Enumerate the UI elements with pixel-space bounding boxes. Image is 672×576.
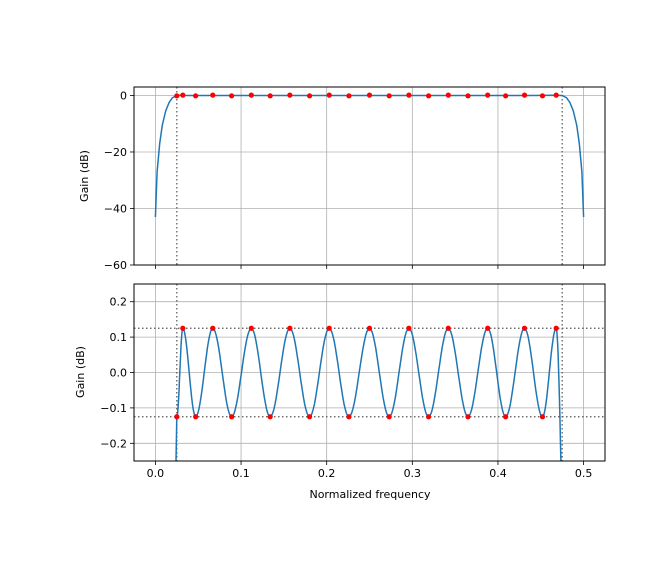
extremum-point [326, 92, 332, 98]
bottom-extrema-points [174, 325, 559, 420]
extremum-point [553, 325, 559, 331]
extremum-point [180, 325, 186, 331]
extremum-point [366, 92, 373, 98]
extremum-point [366, 325, 373, 331]
extremum-point [553, 92, 559, 98]
extremum-point [539, 414, 546, 420]
extremum-point [406, 92, 412, 98]
extremum-point [465, 93, 471, 99]
y-tick-label: −40 [104, 202, 127, 215]
y-tick-label: 0 [120, 89, 127, 102]
extremum-point [346, 93, 352, 99]
extremum-point [386, 414, 392, 420]
x-tick-label: 0.3 [404, 467, 422, 480]
extremum-point [267, 93, 273, 99]
extremum-point [465, 414, 471, 420]
extremum-point [425, 414, 432, 420]
extremum-point [180, 92, 186, 98]
extremum-point [503, 93, 509, 99]
extremum-point [485, 325, 491, 331]
x-tick-label: 0.2 [318, 467, 336, 480]
extremum-point [521, 92, 528, 98]
extremum-point [445, 325, 451, 331]
extremum-point [287, 325, 293, 331]
top-series-group [154, 94, 585, 218]
extremum-point [210, 92, 216, 98]
extremum-point [445, 92, 451, 98]
x-tick-label: 0.5 [575, 467, 593, 480]
y-tick-label: 0.0 [110, 367, 128, 380]
extremum-point [229, 414, 235, 420]
extremum-point [248, 92, 254, 98]
extremum-point [503, 414, 509, 420]
top-panel: −60 −40 −20 0 Gain (dB) [78, 86, 606, 272]
y-tick-label: −0.1 [100, 402, 127, 415]
bottom-y-axis-label: Gain (dB) [74, 346, 87, 398]
bottom-ticks: 0.0 0.1 0.2 0.3 0.4 0.5 −0.2 −0.1 0.0 0.1 0.2 [100, 296, 592, 480]
extremum-point [386, 93, 392, 99]
bottom-x-axis-label: Normalized frequency [309, 488, 431, 501]
bottom-panel: 0.0 0.1 0.2 0.3 0.4 0.5 −0.2 −0.1 0.0 0.1 0.2 Gain… [74, 283, 606, 501]
extremum-point [425, 93, 432, 99]
extremum-point [346, 414, 352, 420]
x-tick-label: 0.1 [232, 467, 250, 480]
bottom-gridlines [134, 284, 605, 461]
extremum-point [306, 93, 313, 99]
extremum-point [174, 414, 180, 420]
extremum-point [174, 93, 180, 99]
y-tick-label: −0.2 [100, 437, 127, 450]
y-tick-label: −60 [104, 259, 127, 272]
extremum-point [229, 93, 235, 99]
y-tick-label: 0.2 [110, 296, 128, 309]
extremum-point [193, 414, 199, 420]
extremum-point [539, 93, 546, 99]
x-tick-label: 0.4 [489, 467, 507, 480]
top-y-axis-label: Gain (dB) [78, 150, 91, 202]
extremum-point [210, 325, 216, 331]
y-tick-label: 0.1 [110, 331, 128, 344]
extremum-point [326, 325, 332, 331]
extremum-point [193, 93, 199, 99]
extremum-point [287, 92, 293, 98]
extremum-point [306, 414, 313, 420]
x-tick-label: 0.0 [147, 467, 165, 480]
top-extrema-points [174, 92, 559, 99]
top-band-edge-lines [176, 87, 563, 265]
top-axes-frame [133, 86, 606, 266]
gain-response-line [154, 94, 585, 218]
extremum-point [485, 92, 491, 98]
extremum-point [521, 325, 528, 331]
extremum-point [267, 414, 273, 420]
y-tick-label: −20 [104, 146, 127, 159]
extremum-point [248, 325, 254, 331]
extremum-point [406, 325, 412, 331]
top-ticks: −60 −40 −20 0 [104, 89, 584, 272]
